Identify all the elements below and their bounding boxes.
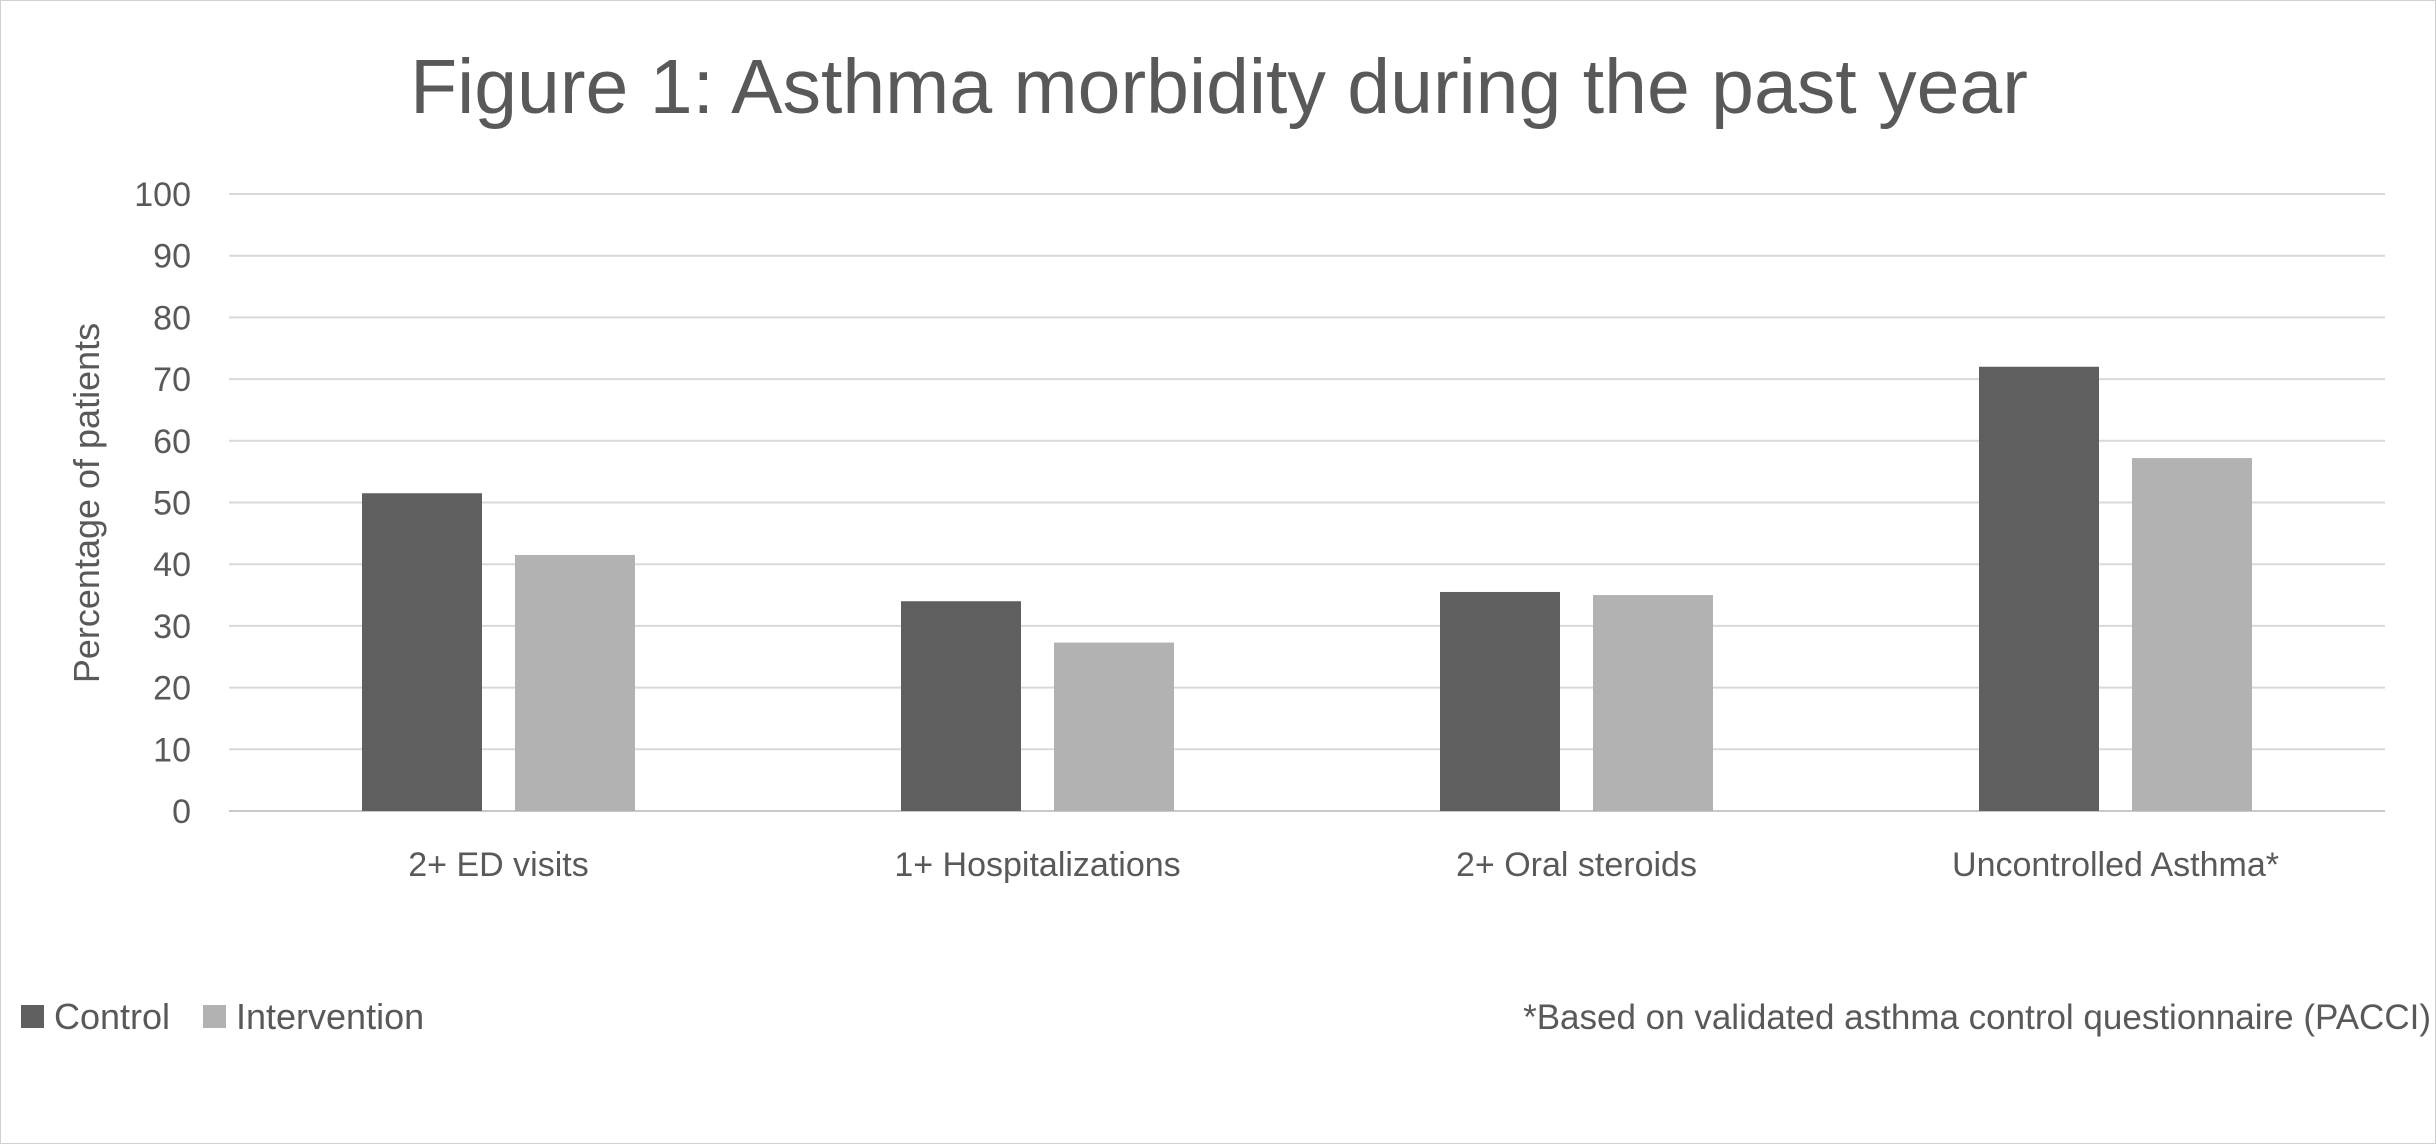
- bar-intervention-4: [2132, 458, 2252, 811]
- legend: Control Intervention: [21, 996, 424, 1037]
- y-tick-label: 100: [134, 176, 191, 214]
- legend-swatch-intervention: [203, 1005, 226, 1028]
- bars: [362, 366, 2252, 811]
- bar-intervention-2: [1054, 642, 1174, 811]
- bar-control-3: [1440, 591, 1560, 811]
- legend-label-control: Control: [54, 996, 170, 1037]
- y-tick-label: 30: [153, 608, 191, 646]
- y-tick-label: 40: [153, 546, 191, 584]
- y-axis-ticks: 0 10 20 30 40 50 60 70 80 90 100: [134, 176, 191, 831]
- x-tick-label: Uncontrolled Asthma*: [1952, 846, 2279, 884]
- y-tick-label: 50: [153, 485, 191, 523]
- legend-label-intervention: Intervention: [236, 996, 424, 1037]
- x-tick-label: 2+ ED visits: [408, 846, 588, 884]
- y-axis-title: Percentage of patients: [66, 323, 107, 683]
- y-tick-label: 10: [153, 731, 191, 769]
- bar-control-1: [362, 493, 482, 811]
- x-axis-ticks: 2+ ED visits 1+ Hospitalizations 2+ Oral s…: [408, 846, 2279, 884]
- y-tick-label: 80: [153, 299, 191, 337]
- bar-control-4: [1979, 366, 2099, 811]
- y-tick-label: 90: [153, 238, 191, 276]
- bar-intervention-1: [515, 554, 635, 811]
- y-tick-label: 0: [172, 793, 191, 831]
- bar-intervention-3: [1593, 595, 1713, 811]
- y-tick-label: 20: [153, 670, 191, 708]
- x-tick-label: 2+ Oral steroids: [1456, 846, 1697, 884]
- legend-swatch-control: [21, 1005, 44, 1028]
- chart-footnote: *Based on validated asthma control quest…: [1523, 998, 2431, 1037]
- bar-control-2: [901, 601, 1021, 811]
- chart-title: Figure 1: Asthma morbidity during the pa…: [410, 44, 2028, 130]
- y-tick-label: 70: [153, 361, 191, 399]
- x-tick-label: 1+ Hospitalizations: [894, 846, 1180, 884]
- y-tick-label: 60: [153, 423, 191, 461]
